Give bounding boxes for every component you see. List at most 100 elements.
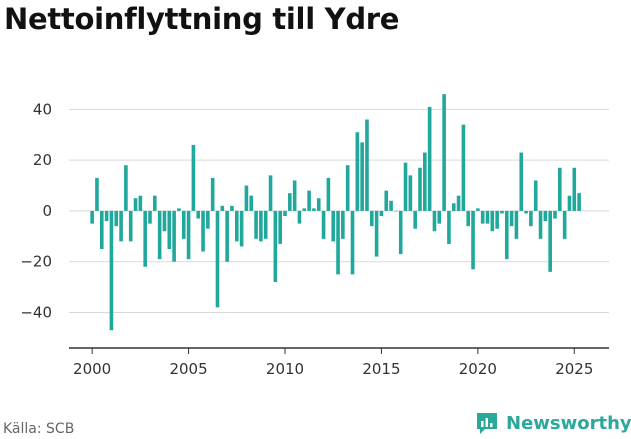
bar [558, 167, 562, 211]
bar [259, 210, 263, 242]
chart-title: Nettoinflyttning till Ydre [4, 2, 400, 36]
source-note: Källa: SCB [3, 421, 75, 437]
bar [500, 210, 504, 214]
bar [341, 210, 345, 239]
bar [360, 142, 364, 211]
bar [456, 195, 461, 211]
bar [230, 205, 234, 211]
bar [331, 210, 336, 242]
newsworthy-logo: Newsworthy [474, 410, 631, 436]
bar [307, 190, 311, 211]
bar [297, 210, 302, 224]
bar [316, 198, 321, 211]
y-tick-label: −40 [20, 303, 52, 321]
bar [167, 210, 172, 249]
bar [403, 162, 408, 211]
bar [529, 210, 533, 227]
bar [99, 210, 104, 249]
y-tick-label: 40 [33, 100, 52, 118]
bar [225, 210, 229, 262]
bar [119, 210, 123, 242]
bar [543, 210, 548, 222]
x-tick-label: 2000 [73, 360, 111, 378]
bar [210, 177, 215, 211]
newsworthy-icon [477, 413, 497, 434]
bar [355, 132, 360, 211]
bar [148, 210, 152, 224]
bar [292, 180, 297, 211]
bar [133, 198, 138, 211]
bar [177, 208, 181, 211]
bar [95, 177, 99, 211]
bar [533, 180, 538, 211]
bar [451, 203, 456, 211]
bar [480, 210, 485, 224]
bar [427, 106, 432, 211]
bar [519, 152, 524, 211]
bar [104, 210, 109, 222]
bar [490, 210, 495, 232]
bar [196, 210, 201, 219]
bar [153, 195, 157, 211]
bar [365, 119, 369, 211]
bar [514, 210, 519, 239]
bar [239, 210, 244, 247]
bar [577, 193, 581, 211]
bar [249, 195, 254, 211]
y-axis-labels: −40 −20 0 20 40 [20, 100, 52, 321]
bar [442, 94, 446, 211]
bar [369, 210, 374, 227]
bar [191, 144, 196, 211]
bars [90, 94, 581, 331]
brand-name: Newsworthy [506, 412, 631, 434]
bar [437, 210, 442, 224]
bar [268, 175, 273, 211]
bar [157, 210, 162, 260]
y-tick-label: −20 [20, 253, 52, 271]
bar [553, 210, 557, 219]
bar [398, 210, 403, 255]
bar [312, 208, 316, 211]
bar [114, 210, 119, 227]
bar [273, 210, 278, 282]
x-tick-label: 2015 [362, 360, 400, 378]
bar [476, 208, 480, 211]
bar [288, 193, 292, 211]
bar [538, 210, 543, 239]
bar [418, 167, 422, 211]
bar [162, 210, 167, 232]
bar [143, 210, 147, 267]
bar [215, 210, 220, 308]
bar [283, 210, 287, 216]
bar [244, 185, 249, 211]
bar [172, 210, 176, 262]
bar [350, 210, 355, 275]
x-axis [69, 347, 609, 354]
x-tick-label: 2025 [555, 360, 593, 378]
bar [321, 210, 326, 239]
bar [278, 210, 282, 244]
bar [201, 210, 205, 252]
bar [572, 167, 577, 211]
bar [509, 210, 514, 227]
x-axis-labels: 2000 2005 2010 2015 2020 2025 [73, 360, 593, 378]
bar [408, 175, 413, 211]
bar [302, 208, 307, 211]
x-tick-label: 2010 [266, 360, 304, 378]
bar [220, 205, 225, 211]
x-tick-label: 2005 [169, 360, 207, 378]
bar [181, 210, 186, 239]
bar [562, 210, 567, 239]
bar [447, 210, 451, 244]
bar [90, 210, 94, 224]
bar [234, 210, 239, 242]
bar [379, 210, 384, 216]
bar [326, 177, 331, 211]
bar [567, 195, 572, 211]
bar [336, 210, 340, 275]
bar [206, 210, 210, 229]
bar [413, 210, 417, 229]
bar [432, 210, 437, 232]
bar [495, 210, 499, 229]
bar [389, 200, 393, 211]
